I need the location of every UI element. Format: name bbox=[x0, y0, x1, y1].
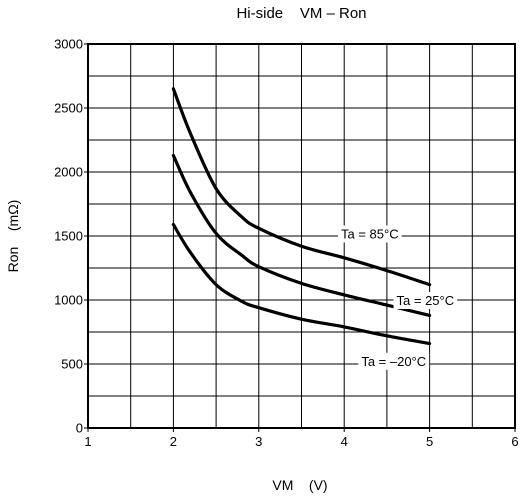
y-tick-label: 2000 bbox=[54, 165, 83, 180]
y-tick-label: 1000 bbox=[54, 293, 83, 308]
y-tick-label: 0 bbox=[76, 421, 83, 436]
series-line-0 bbox=[171, 87, 432, 287]
x-axis-label: VM (V) bbox=[272, 477, 327, 493]
series-label-2: Ta = –20°C bbox=[361, 354, 426, 369]
series-label-bg bbox=[358, 352, 430, 370]
series-lines bbox=[171, 87, 432, 346]
tick-labels: 1 2 3 4 5 6 0 500 1000 1500 2000 2500 3000 bbox=[54, 37, 519, 450]
y-tick-label: 2500 bbox=[54, 101, 83, 116]
series-label-bg bbox=[338, 225, 402, 243]
chart-title: Hi-side VM – Ron bbox=[236, 5, 367, 22]
series-label-0: Ta = 85°C bbox=[341, 226, 399, 241]
series-label-1: Ta = 25°C bbox=[397, 293, 455, 308]
y-axis-label: Ron (mΩ) bbox=[5, 200, 21, 273]
x-tick-label: 5 bbox=[426, 434, 433, 449]
x-tick-label: 3 bbox=[255, 434, 262, 449]
series-labels: Ta = 85°C Ta = 25°C Ta = –20°C bbox=[338, 225, 458, 370]
x-tick-label: 4 bbox=[341, 434, 348, 449]
x-tick-label: 2 bbox=[170, 434, 177, 449]
grid bbox=[88, 44, 515, 428]
x-tick-label: 6 bbox=[511, 434, 518, 449]
series-line-1 bbox=[171, 153, 432, 317]
y-tick-label: 1500 bbox=[54, 229, 83, 244]
y-tick-label: 500 bbox=[61, 357, 83, 372]
y-tick-label: 3000 bbox=[54, 37, 83, 52]
x-tick-label: 1 bbox=[84, 434, 91, 449]
series-line-2 bbox=[171, 222, 432, 346]
series-label-bg bbox=[393, 292, 458, 309]
